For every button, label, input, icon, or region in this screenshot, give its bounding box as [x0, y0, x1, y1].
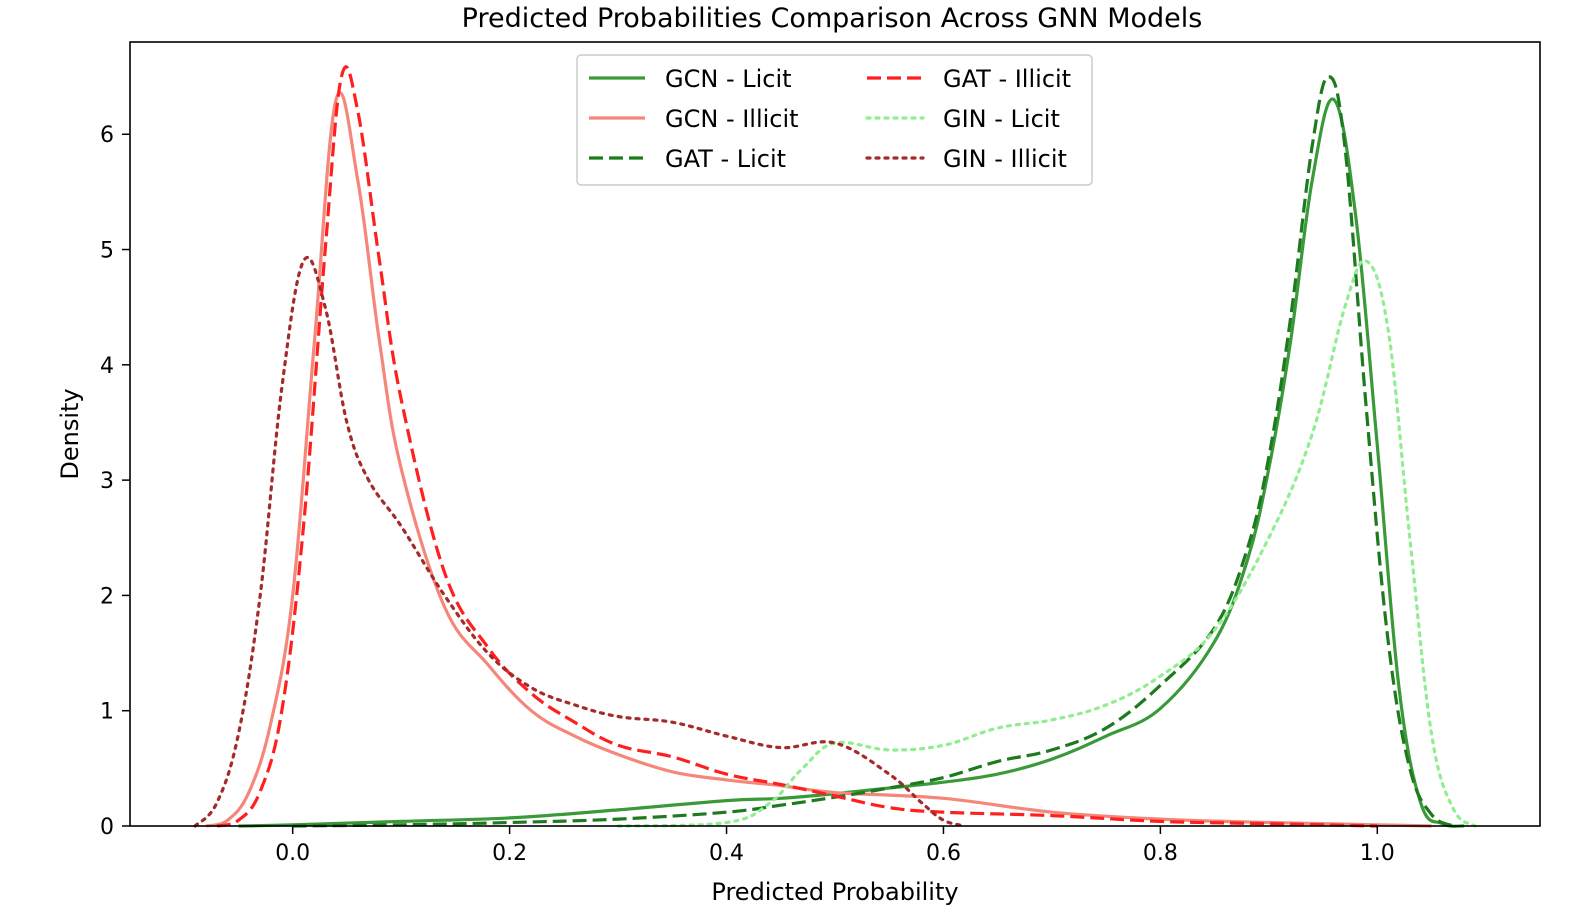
x-tick-label: 0.0 — [275, 841, 310, 866]
y-axis: 0 1 2 3 4 5 6 — [100, 123, 130, 840]
series-line-gin-licit — [616, 258, 1477, 828]
plot-area — [129, 41, 1541, 828]
y-tick-label: 1 — [100, 700, 114, 725]
plot-frame — [129, 41, 1541, 827]
legend-label: GIN - Licit — [943, 105, 1060, 133]
legend-label: GAT - Licit — [665, 145, 786, 173]
x-tick-label: 0.2 — [492, 841, 527, 866]
series-layer — [193, 65, 1477, 828]
chart-title: Predicted Probabilities Comparison Acros… — [462, 3, 1203, 34]
legend-label: GCN - Illicit — [665, 105, 799, 133]
y-tick-label: 0 — [100, 815, 114, 840]
series-line-gin-illicit — [193, 256, 967, 828]
series-line-gat-licit — [292, 75, 1454, 828]
legend-items: GCN - Licit GCN - Illicit GAT - Licit GAT -… — [589, 65, 1071, 173]
legend-label: GCN - Licit — [665, 65, 792, 93]
y-axis-label: Density — [56, 388, 84, 479]
legend-label: GAT - Illicit — [943, 65, 1071, 93]
y-tick-label: 5 — [100, 239, 114, 264]
y-tick-label: 4 — [100, 354, 114, 379]
series-line-gcn-illicit — [205, 90, 1432, 828]
y-tick-label: 3 — [100, 469, 114, 494]
y-tick-label: 6 — [100, 123, 114, 148]
legend-frame — [576, 54, 1093, 186]
x-tick-label: 0.4 — [709, 841, 744, 866]
y-tick-label: 2 — [100, 584, 114, 609]
x-axis-label: Predicted Probability — [711, 878, 958, 906]
x-tick-label: 0.8 — [1143, 841, 1178, 866]
x-tick-label: 1.0 — [1360, 841, 1395, 866]
x-axis: 0.0 0.2 0.4 0.6 0.8 1.0 — [275, 826, 1395, 866]
x-tick-label: 0.6 — [926, 841, 961, 866]
series-line-gcn-licit — [238, 97, 1465, 828]
series-line-gat-illicit — [216, 65, 1378, 828]
legend-label: GIN - Illicit — [943, 145, 1067, 173]
legend: GCN - Licit GCN - Illicit GAT - Licit GAT -… — [576, 54, 1093, 186]
